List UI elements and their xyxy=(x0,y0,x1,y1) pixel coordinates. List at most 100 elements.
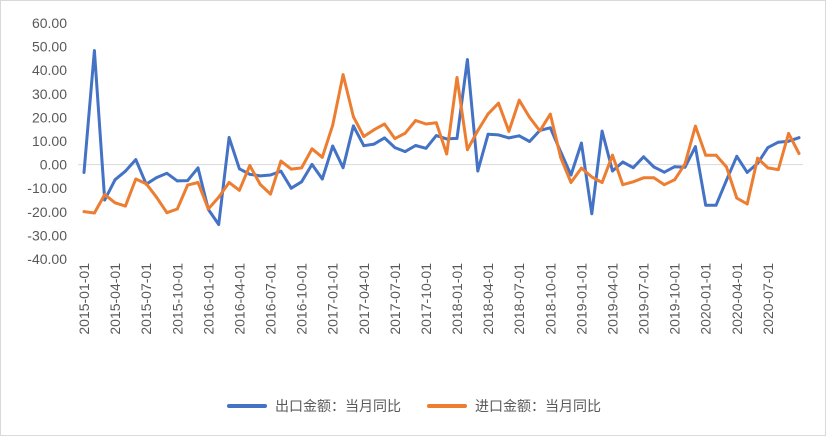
data-point xyxy=(466,148,469,152)
legend-swatch-export xyxy=(227,404,267,408)
data-point xyxy=(144,182,148,186)
data-point xyxy=(735,196,739,200)
x-tick-label: 2020-07-01 xyxy=(760,263,776,335)
y-tick-label: 0.00 xyxy=(40,157,67,173)
data-point xyxy=(466,58,469,61)
data-point xyxy=(694,145,697,149)
legend-label-import: 进口金额：当月同比 xyxy=(475,399,601,415)
x-tick-label: 2016-04-01 xyxy=(231,263,247,335)
y-tick-label: -10.00 xyxy=(27,180,67,196)
data-point xyxy=(227,136,231,139)
data-point xyxy=(797,136,801,140)
data-point xyxy=(476,129,480,133)
data-point xyxy=(279,169,283,173)
data-point xyxy=(569,181,573,184)
data-point xyxy=(352,124,355,128)
data-point xyxy=(196,181,200,184)
x-tick-label: 2020-04-01 xyxy=(729,263,745,335)
data-point xyxy=(134,177,138,181)
data-point xyxy=(455,76,459,79)
data-point xyxy=(186,183,190,187)
data-point xyxy=(165,171,169,175)
data-point xyxy=(238,167,241,171)
data-point xyxy=(341,73,345,77)
data-point xyxy=(113,201,117,205)
y-tick-label: 10.00 xyxy=(32,133,67,149)
data-point xyxy=(403,150,407,154)
data-point xyxy=(393,137,397,141)
data-point xyxy=(662,183,666,187)
y-tick-label: -20.00 xyxy=(27,204,67,220)
data-point xyxy=(186,179,190,183)
data-point xyxy=(238,188,241,192)
data-point xyxy=(559,156,563,159)
x-tick-label: 2019-01-01 xyxy=(573,263,589,335)
data-point xyxy=(289,167,293,171)
data-point xyxy=(300,166,303,170)
data-point xyxy=(528,116,531,119)
x-tick-label: 2016-01-01 xyxy=(200,263,216,335)
data-point xyxy=(434,121,438,125)
data-point xyxy=(600,181,604,184)
series-group xyxy=(82,49,801,226)
data-point xyxy=(82,171,86,174)
data-point xyxy=(517,134,521,138)
data-point xyxy=(424,146,428,150)
data-point xyxy=(455,137,459,140)
y-tick-label: 50.00 xyxy=(32,39,67,55)
x-tick-label: 2020-01-01 xyxy=(698,263,714,335)
y-tick-label: -30.00 xyxy=(27,227,67,243)
data-point xyxy=(445,152,449,156)
x-tick-label: 2018-01-01 xyxy=(449,263,465,335)
data-point xyxy=(362,144,366,148)
data-point xyxy=(714,203,718,207)
data-point xyxy=(497,133,500,137)
data-point xyxy=(766,166,770,170)
data-point xyxy=(590,212,594,216)
y-tick-label: 20.00 xyxy=(32,109,67,125)
data-point xyxy=(352,115,355,119)
series-1 xyxy=(82,73,801,215)
x-axis-labels: 2015-01-01 2015-04-01 2015-07-01 2015-10-01… xyxy=(76,263,776,335)
x-tick-label: 2018-04-01 xyxy=(480,263,496,335)
x-tick-label: 2018-07-01 xyxy=(511,263,527,335)
data-point xyxy=(320,177,324,181)
data-point xyxy=(341,166,345,170)
data-point xyxy=(175,179,179,183)
data-point xyxy=(621,160,625,164)
data-point xyxy=(507,129,511,133)
data-point xyxy=(414,144,417,147)
y-tick-label: -40.00 xyxy=(27,251,67,267)
data-point xyxy=(694,124,697,128)
data-point xyxy=(134,158,138,162)
data-point xyxy=(683,162,687,166)
data-point xyxy=(310,163,314,166)
data-point xyxy=(248,172,252,176)
data-point xyxy=(414,119,417,122)
data-point xyxy=(124,169,127,173)
series-line xyxy=(82,73,801,215)
data-point xyxy=(569,173,573,177)
y-tick-label: 40.00 xyxy=(32,62,67,78)
data-point xyxy=(383,136,386,140)
data-point xyxy=(538,129,542,133)
data-point xyxy=(621,183,625,187)
data-point xyxy=(673,165,677,169)
legend: 出口金额：当月同比 进口金额：当月同比 xyxy=(1,394,826,418)
data-point xyxy=(652,165,656,169)
data-point xyxy=(631,166,635,170)
data-point xyxy=(175,207,179,211)
x-tick-label: 2019-07-01 xyxy=(636,263,652,335)
x-tick-label: 2017-01-01 xyxy=(325,263,341,335)
data-point xyxy=(745,171,749,174)
x-tick-label: 2015-04-01 xyxy=(107,263,123,335)
data-point xyxy=(362,135,366,138)
data-point xyxy=(258,174,262,178)
data-point xyxy=(320,155,324,159)
data-point xyxy=(82,210,86,214)
data-point xyxy=(766,146,770,150)
data-point xyxy=(517,98,521,102)
data-point xyxy=(206,207,210,211)
y-axis-labels: 60.00 50.00 40.00 30.00 20.00 10.00 0.00 -10.00… xyxy=(27,15,67,267)
